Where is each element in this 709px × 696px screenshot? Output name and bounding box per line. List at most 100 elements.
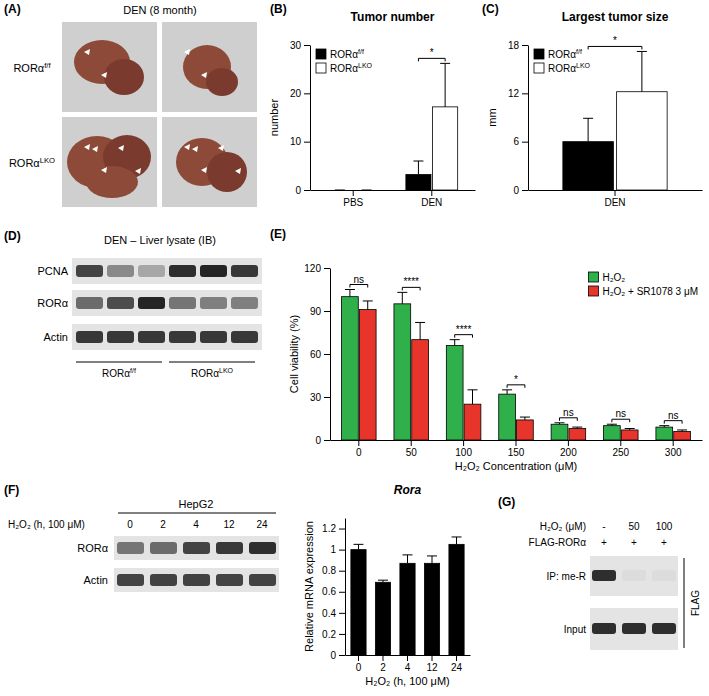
x-tick-mark [353,190,354,196]
plot-area [335,63,458,190]
error-bar [413,161,423,175]
blot-band [169,331,196,343]
y-tick: 0.4 [322,608,345,619]
x-tick: 0 [356,440,362,458]
y-tick-mark [304,142,310,143]
error-bar [335,190,345,191]
error-bar [452,537,462,544]
y-tick: 120 [304,263,330,274]
tumor-arrowhead [192,146,198,152]
liver-lobe [104,59,144,95]
blot-band [76,297,103,309]
bar [394,304,411,440]
blot-band [169,297,196,309]
error-bar [415,322,425,339]
condition-label: H₂O₂ (h, 100 μM) [8,519,85,530]
y-tick: 60 [310,349,330,360]
blot-band [107,331,134,343]
bar-chart: 0102030PBSDENTumor numbernumber*RORαf/fR… [268,10,476,208]
x-tick: 150 [508,440,525,458]
bar [656,427,673,440]
y-tick: 0.6 [322,586,345,597]
y-tick-label: 0.6 [322,586,336,597]
error-bar [607,424,617,425]
x-tick-mark [615,190,616,196]
blot-band [138,297,165,309]
tumor-arrowhead [218,145,224,151]
bar [563,142,614,190]
x-tick-label: 200 [560,447,577,458]
panel-label: (D) [4,229,21,243]
error-bar [502,390,512,394]
y-tick: 6 [513,136,528,147]
bar [354,190,379,191]
title-line [118,513,276,514]
x-tick-label: 150 [508,447,525,458]
significance-label: ns [354,274,365,285]
y-axis-line [330,269,331,441]
y-tick-mark [304,45,310,46]
plot-area [563,51,667,190]
bar [327,190,352,191]
y-tick-label: 1 [330,544,336,555]
band-label: RORα [37,297,68,309]
error-bar [583,118,593,141]
legend-item: H₂O₂ + SR1078 3 μM [588,286,698,297]
y-tick-label: 1.2 [322,523,336,534]
row-label: RORαf/f [13,61,51,74]
error-bar [362,190,372,191]
y-axis-line [528,46,529,191]
x-tick: PBS [343,190,363,208]
blot-band [592,623,616,634]
y-tick: 0.2 [322,629,345,640]
x-tick-mark [411,440,412,446]
x-tick-label: 50 [406,447,418,458]
legend-item: RORαLKO [316,62,373,74]
blot-band [231,297,258,309]
tumor-arrowhead [184,144,190,150]
antibody-label: FLAG [690,590,701,616]
y-tick-label: 20 [290,88,302,99]
panel-label: (A) [4,2,21,16]
y-tick-mark [339,655,345,656]
y-tick-label: 0 [330,650,336,661]
tumor-arrowhead [201,72,207,78]
x-tick-label: 24 [451,662,463,673]
panel-label: (E) [270,227,286,241]
blot-band [652,570,676,581]
significance-label: **** [456,324,472,335]
tumor-arrowhead [92,146,98,152]
band-label: RORα [77,542,108,554]
panel-label: (C) [482,2,499,16]
blot-band [652,623,676,634]
bar [604,426,621,440]
y-tick-mark [324,397,330,398]
x-tick-label: 0 [356,447,362,458]
y-axis: 061218 [508,40,529,196]
bar [449,544,464,655]
blot-band [231,331,258,343]
error-bar [677,430,687,431]
error-bar [572,427,582,428]
x-tick: 4 [405,655,411,673]
plot-area [342,290,691,441]
error-bar [403,555,413,563]
y-tick-label: 0.8 [322,565,336,576]
band-label: Input [564,624,586,635]
blot-background [72,290,262,316]
significance-label: ns [668,410,679,421]
y-tick: 30 [290,40,310,51]
bar [359,310,376,440]
x-tick-label: 4 [405,662,411,673]
blot-band [107,265,134,277]
blot-band [200,331,227,343]
y-axis-title: mm [486,108,498,126]
legend-label: RORαf/f [330,48,364,60]
x-tick-label: 2 [380,662,386,673]
blot-band [622,570,646,581]
legend-swatch [534,49,544,59]
legend-swatch [588,272,598,282]
error-bar [637,51,647,91]
y-tick: 90 [310,306,330,317]
y-tick-label: 30 [310,392,322,403]
